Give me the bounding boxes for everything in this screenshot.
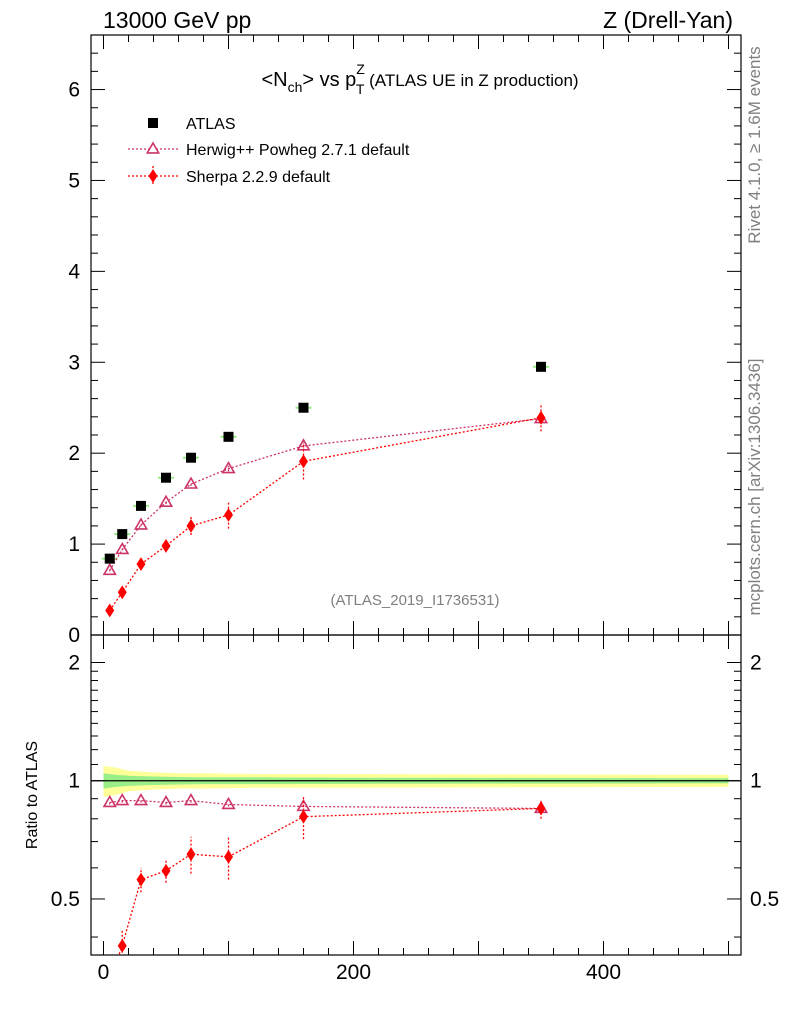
atlas-point: [161, 472, 171, 483]
ratio-tick-label-right: 0.5: [750, 888, 779, 911]
ratio-band-layer: [91, 766, 741, 797]
y-tick-label: 0: [68, 624, 80, 647]
legend-label-herwig: Herwig++ Powheg 2.7.1 default: [186, 142, 410, 159]
axis-tick-labels: 0 200 400 0 1 2 3 4 5 6 0.5 0.5 1 1 2 2: [51, 79, 779, 984]
atlas-point: [536, 361, 546, 372]
x-tick-label: 400: [586, 961, 621, 984]
herwig-ratio-point: [158, 794, 174, 808]
sherpa-ratio-point: [536, 801, 546, 816]
herwig-point: [102, 562, 117, 576]
atlas-point: [104, 553, 115, 564]
herwig-ratio-point: [221, 796, 236, 810]
sherpa-point: [186, 518, 196, 533]
collision-label: 13000 GeV pp: [103, 7, 251, 33]
sherpa-ratio-point: [117, 938, 127, 953]
y-tick-label: 4: [68, 260, 80, 283]
herwig-ratio-point: [133, 793, 149, 806]
atlas-point: [223, 431, 234, 442]
herwig-ratio-point: [102, 794, 117, 808]
sherpa-ratio-point: [224, 849, 233, 864]
sherpa-point: [136, 557, 146, 572]
sherpa-ratio-line: [118, 807, 542, 955]
axis-ticks: [91, 34, 741, 955]
analysis-id-label: (ATLAS_2019_I1736531): [330, 592, 499, 609]
y-tick-label: 1: [68, 533, 80, 556]
atlas-point: [298, 402, 309, 413]
y-tick-label: 2: [68, 442, 80, 465]
y-tick-label: 3: [68, 351, 80, 374]
process-label: Z (Drell-Yan): [603, 7, 733, 33]
ratio-y-axis-label: Ratio to ATLAS: [24, 741, 41, 849]
y-tick-label: 6: [68, 79, 80, 102]
herwig-line: [109, 417, 542, 571]
legend-marker-herwig: [145, 141, 161, 154]
legend-marker-atlas: [148, 118, 158, 128]
chart-title: <Nch> vs pZ T (ATLAS UE in Z production): [261, 61, 578, 97]
y-tick-label: 5: [68, 169, 80, 192]
ratio-panel-frame: [90, 634, 742, 956]
sherpa-ratio-group: [117, 796, 546, 955]
legend: ATLAS Herwig++ Powheg 2.7.1 default Sher…: [128, 116, 410, 186]
herwig-point: [158, 494, 174, 507]
main-band-layer: [101, 365, 549, 560]
atlas-point: [136, 500, 146, 511]
herwig-point: [115, 541, 130, 555]
ratio-tick-label-right: 2: [750, 652, 762, 675]
herwig-point: [183, 476, 199, 489]
mcplots-label: mcplots.cern.ch [arXiv:1306.3436]: [745, 358, 764, 615]
sherpa-point: [299, 454, 308, 469]
ratio-tick-label-left: 1: [68, 770, 80, 793]
sherpa-ratio-point: [299, 809, 308, 824]
legend-marker-sherpa: [148, 169, 158, 183]
herwig-ratio-line: [109, 799, 542, 810]
series-layer: [102, 361, 549, 955]
atlas-point: [186, 452, 196, 463]
x-tick-label: 0: [98, 961, 110, 984]
sherpa-ratio-point: [186, 847, 196, 862]
herwig-ratio-point: [115, 793, 130, 806]
sherpa-point: [105, 603, 115, 618]
herwig-point: [133, 517, 149, 530]
sherpa-point: [536, 410, 546, 425]
sherpa-point: [224, 508, 233, 522]
sherpa-point: [117, 585, 127, 600]
x-tick-label: 200: [336, 961, 371, 984]
legend-label-sherpa: Sherpa 2.2.9 default: [186, 169, 331, 186]
rivet-version-label: Rivet 4.1.0, ≥ 1.6M events: [745, 46, 764, 243]
sherpa-line: [109, 417, 542, 611]
ratio-tick-label-left: 2: [68, 652, 80, 675]
sherpa-ratio-point: [161, 863, 171, 878]
herwig-ratio-point: [183, 793, 199, 806]
sherpa-point: [161, 538, 171, 553]
legend-label-atlas: ATLAS: [186, 116, 236, 133]
ratio-tick-label-left: 0.5: [51, 888, 80, 911]
herwig-point: [221, 461, 236, 474]
ratio-tick-label-right: 1: [750, 770, 762, 793]
sherpa-ratio-point: [136, 872, 146, 887]
atlas-point: [117, 529, 128, 540]
